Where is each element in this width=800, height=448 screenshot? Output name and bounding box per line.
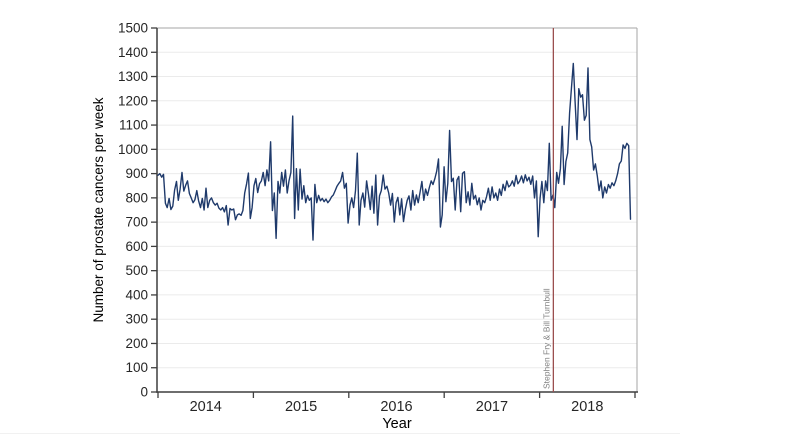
gridlines <box>157 27 638 392</box>
x-tick-label: 2016 <box>380 399 412 415</box>
y-tick-label: 500 <box>125 263 148 278</box>
y-tick-label: 100 <box>125 360 148 375</box>
y-tick-label: 1500 <box>118 21 148 36</box>
y-tick-label: 200 <box>125 336 148 351</box>
y-tick-label: 800 <box>125 190 148 205</box>
y-tick-label: 400 <box>125 287 148 302</box>
y-tick-label: 1100 <box>119 118 148 133</box>
data-line <box>157 62 632 241</box>
y-tick-label: 1300 <box>118 69 148 84</box>
y-tick-label: 0 <box>140 385 148 400</box>
y-tick-label: 300 <box>125 312 148 327</box>
x-tick-label: 2015 <box>285 399 317 415</box>
x-tick-label: 2018 <box>571 399 603 415</box>
y-axis-title: Number of prostate cancers per week <box>91 97 106 322</box>
event-vline-label: Stephen Fry & Bill Turnbull <box>541 288 551 389</box>
x-tick-label: 2014 <box>190 399 222 415</box>
y-tick-label: 600 <box>125 239 148 254</box>
y-tick-label: 1200 <box>118 93 148 108</box>
axes: 0 100 200 300 400 500 600 700 800 900 1000 1100 1200… <box>118 21 638 415</box>
data-series <box>157 62 632 241</box>
x-tick-label: 2017 <box>476 399 508 415</box>
y-tick-label: 900 <box>125 166 148 181</box>
y-tick-label: 1000 <box>118 142 148 157</box>
y-tick-label: 700 <box>125 215 148 230</box>
x-axis-title: Year <box>382 416 411 432</box>
event-annotation: Stephen Fry & Bill Turnbull <box>541 28 554 392</box>
y-tick-label: 1400 <box>118 45 148 60</box>
